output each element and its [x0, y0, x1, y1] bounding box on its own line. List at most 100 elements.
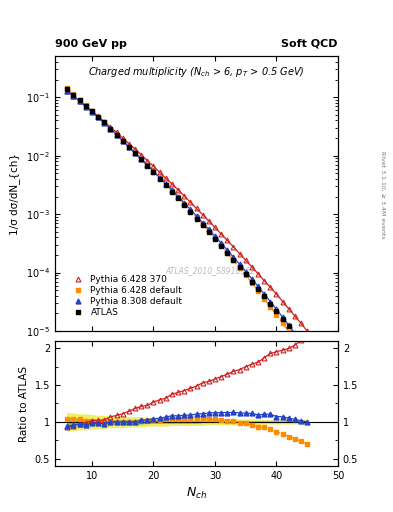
ATLAS [83, 102, 88, 109]
ATLAS [256, 286, 261, 292]
Pythia 6.428 default [169, 188, 174, 194]
Y-axis label: 1/σ dσ/dN_{ch}: 1/σ dσ/dN_{ch} [9, 153, 20, 234]
ATLAS [206, 229, 211, 236]
ATLAS [225, 250, 230, 256]
ATLAS [262, 293, 266, 300]
Pythia 6.428 default [157, 175, 162, 181]
Pythia 6.428 default [96, 114, 101, 120]
ATLAS [120, 138, 125, 144]
Pythia 6.428 370 [225, 237, 230, 243]
Pythia 8.308 default [182, 200, 187, 206]
Pythia 8.308 default [77, 98, 82, 104]
Pythia 8.308 default [71, 93, 76, 99]
Line: ATLAS: ATLAS [65, 87, 310, 353]
Pythia 8.308 default [139, 156, 143, 162]
Pythia 6.428 370 [200, 211, 205, 218]
Pythia 6.428 default [65, 85, 70, 91]
Text: ATLAS_2010_S8918562: ATLAS_2010_S8918562 [165, 266, 256, 275]
Pythia 6.428 default [292, 338, 297, 344]
Pythia 6.428 370 [151, 163, 156, 169]
Pythia 6.428 370 [194, 205, 199, 211]
Pythia 6.428 370 [139, 152, 143, 158]
ATLAS [194, 216, 199, 222]
Pythia 8.308 default [305, 348, 310, 354]
ATLAS [127, 144, 131, 150]
Pythia 6.428 370 [83, 103, 88, 109]
Pythia 6.428 370 [102, 119, 107, 125]
ATLAS [139, 156, 143, 162]
Pythia 6.428 370 [256, 270, 261, 276]
Pythia 6.428 default [194, 215, 199, 221]
Pythia 6.428 default [299, 347, 303, 353]
X-axis label: $N_{ch}$: $N_{ch}$ [186, 486, 207, 501]
Pythia 6.428 370 [206, 218, 211, 224]
Pythia 8.308 default [256, 283, 261, 289]
Pythia 6.428 370 [231, 244, 236, 250]
Pythia 6.428 370 [274, 291, 279, 297]
Pythia 6.428 370 [108, 124, 113, 130]
Pythia 6.428 default [139, 156, 143, 162]
ATLAS [188, 208, 193, 215]
Pythia 6.428 370 [145, 158, 150, 164]
Pythia 8.308 default [132, 150, 137, 156]
Pythia 8.308 default [108, 125, 113, 132]
ATLAS [163, 182, 168, 188]
Pythia 6.428 default [262, 295, 266, 302]
Pythia 6.428 default [77, 96, 82, 102]
ATLAS [176, 196, 180, 202]
Pythia 6.428 370 [250, 264, 254, 270]
Pythia 6.428 default [114, 132, 119, 138]
Y-axis label: Ratio to ATLAS: Ratio to ATLAS [19, 366, 29, 441]
Pythia 8.308 default [274, 306, 279, 312]
Pythia 6.428 default [219, 242, 224, 248]
Pythia 6.428 default [305, 357, 310, 363]
Pythia 8.308 default [102, 120, 107, 126]
Pythia 8.308 default [127, 144, 131, 150]
Pythia 6.428 default [145, 162, 150, 168]
Pythia 8.308 default [145, 162, 150, 168]
Pythia 6.428 370 [286, 306, 291, 312]
ATLAS [71, 92, 76, 98]
ATLAS [102, 119, 107, 125]
ATLAS [268, 301, 273, 307]
ATLAS [114, 132, 119, 138]
ATLAS [213, 236, 217, 242]
ATLAS [231, 257, 236, 263]
Pythia 6.428 370 [237, 250, 242, 257]
Text: Charged multiplicity ($N_{ch}$ > 6, $p_T$ > 0.5 GeV): Charged multiplicity ($N_{ch}$ > 6, $p_T… [88, 65, 305, 78]
Legend: Pythia 6.428 370, Pythia 6.428 default, Pythia 8.308 default, ATLAS: Pythia 6.428 370, Pythia 6.428 default, … [65, 271, 186, 321]
Pythia 6.428 default [280, 320, 285, 326]
Pythia 6.428 370 [77, 98, 82, 104]
Pythia 6.428 default [151, 168, 156, 175]
Pythia 8.308 default [286, 322, 291, 328]
ATLAS [299, 339, 303, 346]
Pythia 6.428 370 [188, 199, 193, 205]
ATLAS [237, 264, 242, 270]
Pythia 6.428 default [71, 91, 76, 97]
Pythia 6.428 370 [65, 88, 70, 94]
Pythia 8.308 default [206, 226, 211, 232]
Pythia 8.308 default [262, 291, 266, 297]
Pythia 6.428 370 [182, 193, 187, 199]
Pythia 6.428 370 [292, 313, 297, 319]
Pythia 8.308 default [280, 314, 285, 320]
Pythia 6.428 370 [262, 278, 266, 284]
ATLAS [305, 348, 310, 354]
Pythia 8.308 default [243, 268, 248, 274]
Pythia 6.428 370 [176, 187, 180, 193]
Pythia 6.428 default [90, 108, 94, 114]
Pythia 6.428 default [225, 250, 230, 256]
Pythia 6.428 370 [90, 108, 94, 114]
ATLAS [90, 109, 94, 115]
ATLAS [182, 202, 187, 208]
Pythia 8.308 default [83, 103, 88, 110]
Pythia 8.308 default [188, 206, 193, 212]
Pythia 6.428 370 [299, 321, 303, 327]
Text: 900 GeV pp: 900 GeV pp [55, 38, 127, 49]
Pythia 6.428 370 [219, 231, 224, 237]
Pythia 8.308 default [231, 254, 236, 260]
Line: Pythia 6.428 370: Pythia 6.428 370 [65, 89, 310, 333]
Text: Soft QCD: Soft QCD [281, 38, 338, 49]
ATLAS [286, 324, 291, 330]
Pythia 6.428 370 [268, 284, 273, 290]
